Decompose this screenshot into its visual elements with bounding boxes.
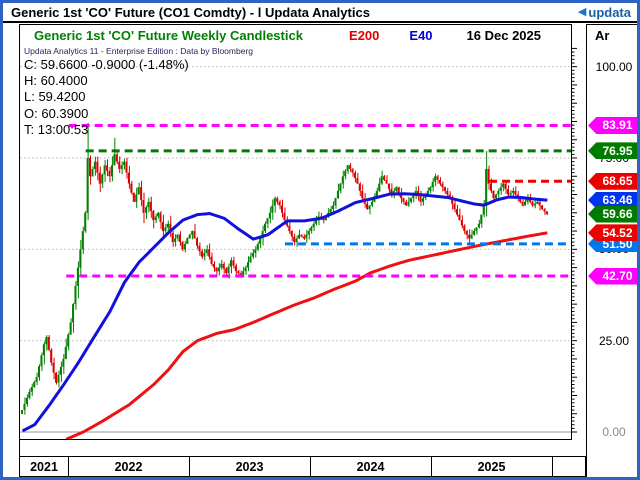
- updata-logo: ◀ updata: [578, 5, 637, 20]
- year-divider: [68, 457, 69, 476]
- price-tag-4270: 42.70: [588, 267, 637, 285]
- price-tag-8391: 83.91: [588, 116, 637, 134]
- x-axis-label-2024: 2024: [356, 459, 385, 474]
- ema-line-e40: [21, 192, 548, 433]
- chart-date: 16 Dec 2025: [466, 27, 541, 43]
- chart-title: Generic 1st 'CO' Future Weekly Candlesti…: [34, 27, 303, 43]
- plot-bottom-margin: [19, 440, 586, 456]
- y-axis-tick-label: 25.00: [598, 333, 630, 348]
- x-axis-label-2025: 2025: [477, 459, 506, 474]
- year-divider: [310, 457, 311, 476]
- updata-logo-text: updata: [588, 4, 631, 20]
- x-axis-label-2021: 2021: [30, 459, 58, 474]
- year-divider: [552, 457, 553, 476]
- price-label-column: 100.00 75.00 50.00 25.00 0.00 83.91 76.9…: [586, 45, 637, 477]
- y-axis-ticks: [572, 47, 577, 433]
- y-axis-tick-label: 100.00: [595, 59, 633, 74]
- price-tag-6346: 63.46: [588, 191, 637, 209]
- price-tag-6865: 68.65: [588, 172, 637, 190]
- year-divider: [431, 457, 432, 476]
- indicator-label-e200: E200: [349, 27, 380, 43]
- price-tag-7695: 76.95: [588, 142, 637, 160]
- price-tag-5452: 54.52: [588, 224, 637, 242]
- price-tag-5966: 59.66: [588, 205, 637, 223]
- x-axis-label-2022: 2022: [114, 459, 143, 474]
- chart-header-row: Generic 1st 'CO' Future Weekly Candlesti…: [19, 24, 572, 46]
- candlestick-chart-canvas[interactable]: [20, 45, 571, 439]
- x-axis-label-2023: 2023: [235, 459, 264, 474]
- window-titlebar[interactable]: Generic 1st 'CO' Future (CO1 Comdty) - l…: [3, 3, 637, 23]
- chart-plot-area[interactable]: Updata Analytics 11 - Enterprise Edition…: [19, 45, 572, 440]
- updata-logo-triangle-icon: ◀: [577, 5, 587, 18]
- corner-toolbar-button[interactable]: Ar: [586, 24, 637, 46]
- y-axis-tick-strip: [572, 45, 586, 440]
- ema-line-e200: [65, 231, 548, 439]
- year-divider: [189, 457, 190, 476]
- x-axis-year-row: 2021 2022 2023 2024 2025: [19, 456, 586, 477]
- y-axis-tick-label: 0.00: [602, 425, 626, 439]
- indicator-label-e40: E40: [409, 27, 433, 43]
- window-title: Generic 1st 'CO' Future (CO1 Comdty) - l…: [11, 4, 370, 20]
